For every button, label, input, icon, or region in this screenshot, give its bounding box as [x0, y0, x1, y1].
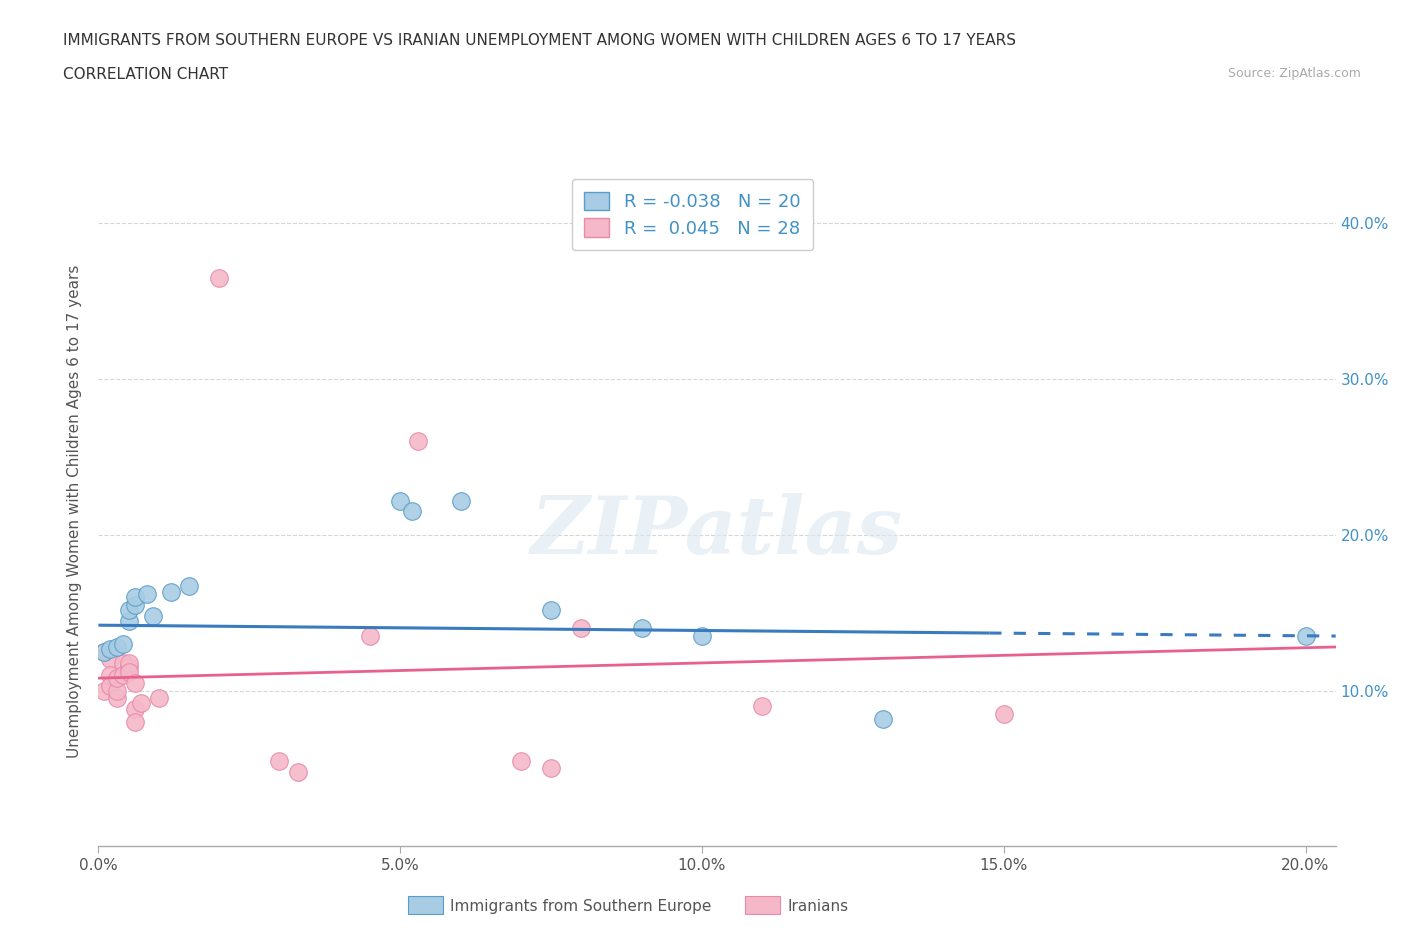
Point [117, 659, 139, 674]
Point [111, 655, 134, 670]
Point [993, 707, 1015, 722]
Point [105, 640, 128, 655]
Point [142, 608, 165, 623]
Point [124, 675, 146, 690]
Point [93, 644, 115, 659]
Point [100, 668, 122, 683]
Point [450, 493, 472, 508]
Point [540, 761, 562, 776]
Point [389, 493, 412, 508]
Point [111, 668, 134, 683]
Point [287, 764, 309, 779]
Point [1295, 629, 1317, 644]
Point [124, 590, 146, 604]
Point [148, 691, 170, 706]
Point [93, 684, 115, 698]
Point [93, 644, 115, 659]
Point [509, 753, 531, 768]
Point [359, 629, 381, 644]
Point [117, 613, 139, 628]
Point [540, 602, 562, 617]
Point [630, 621, 652, 636]
Text: Source: ZipAtlas.com: Source: ZipAtlas.com [1227, 67, 1361, 80]
Point [177, 578, 200, 593]
Point [117, 602, 139, 617]
Point [160, 585, 183, 600]
Point [269, 753, 291, 768]
Point [569, 621, 592, 636]
Point [124, 702, 146, 717]
Point [208, 271, 231, 286]
Point [100, 641, 122, 656]
Text: ZIPatlas: ZIPatlas [531, 493, 903, 570]
Point [690, 629, 713, 644]
Point [100, 652, 122, 667]
Point [117, 664, 139, 679]
Point [111, 636, 134, 651]
Y-axis label: Unemployment Among Women with Children Ages 6 to 17 years: Unemployment Among Women with Children A… [67, 265, 83, 758]
Point [100, 679, 122, 694]
Point [751, 698, 773, 713]
Legend: R = -0.038   N = 20, R =  0.045   N = 28: R = -0.038 N = 20, R = 0.045 N = 28 [571, 179, 813, 250]
Point [401, 504, 423, 519]
Point [135, 587, 157, 602]
Text: IMMIGRANTS FROM SOUTHERN EUROPE VS IRANIAN UNEMPLOYMENT AMONG WOMEN WITH CHILDRE: IMMIGRANTS FROM SOUTHERN EUROPE VS IRANI… [63, 33, 1017, 47]
Point [105, 684, 128, 698]
Point [117, 655, 139, 670]
Text: Iranians: Iranians [787, 899, 848, 914]
Point [105, 671, 128, 685]
Point [124, 714, 146, 729]
Point [105, 691, 128, 706]
Text: CORRELATION CHART: CORRELATION CHART [63, 67, 228, 82]
Point [408, 434, 430, 449]
Point [872, 711, 894, 726]
Point [124, 597, 146, 612]
Text: Immigrants from Southern Europe: Immigrants from Southern Europe [450, 899, 711, 914]
Point [129, 696, 152, 711]
